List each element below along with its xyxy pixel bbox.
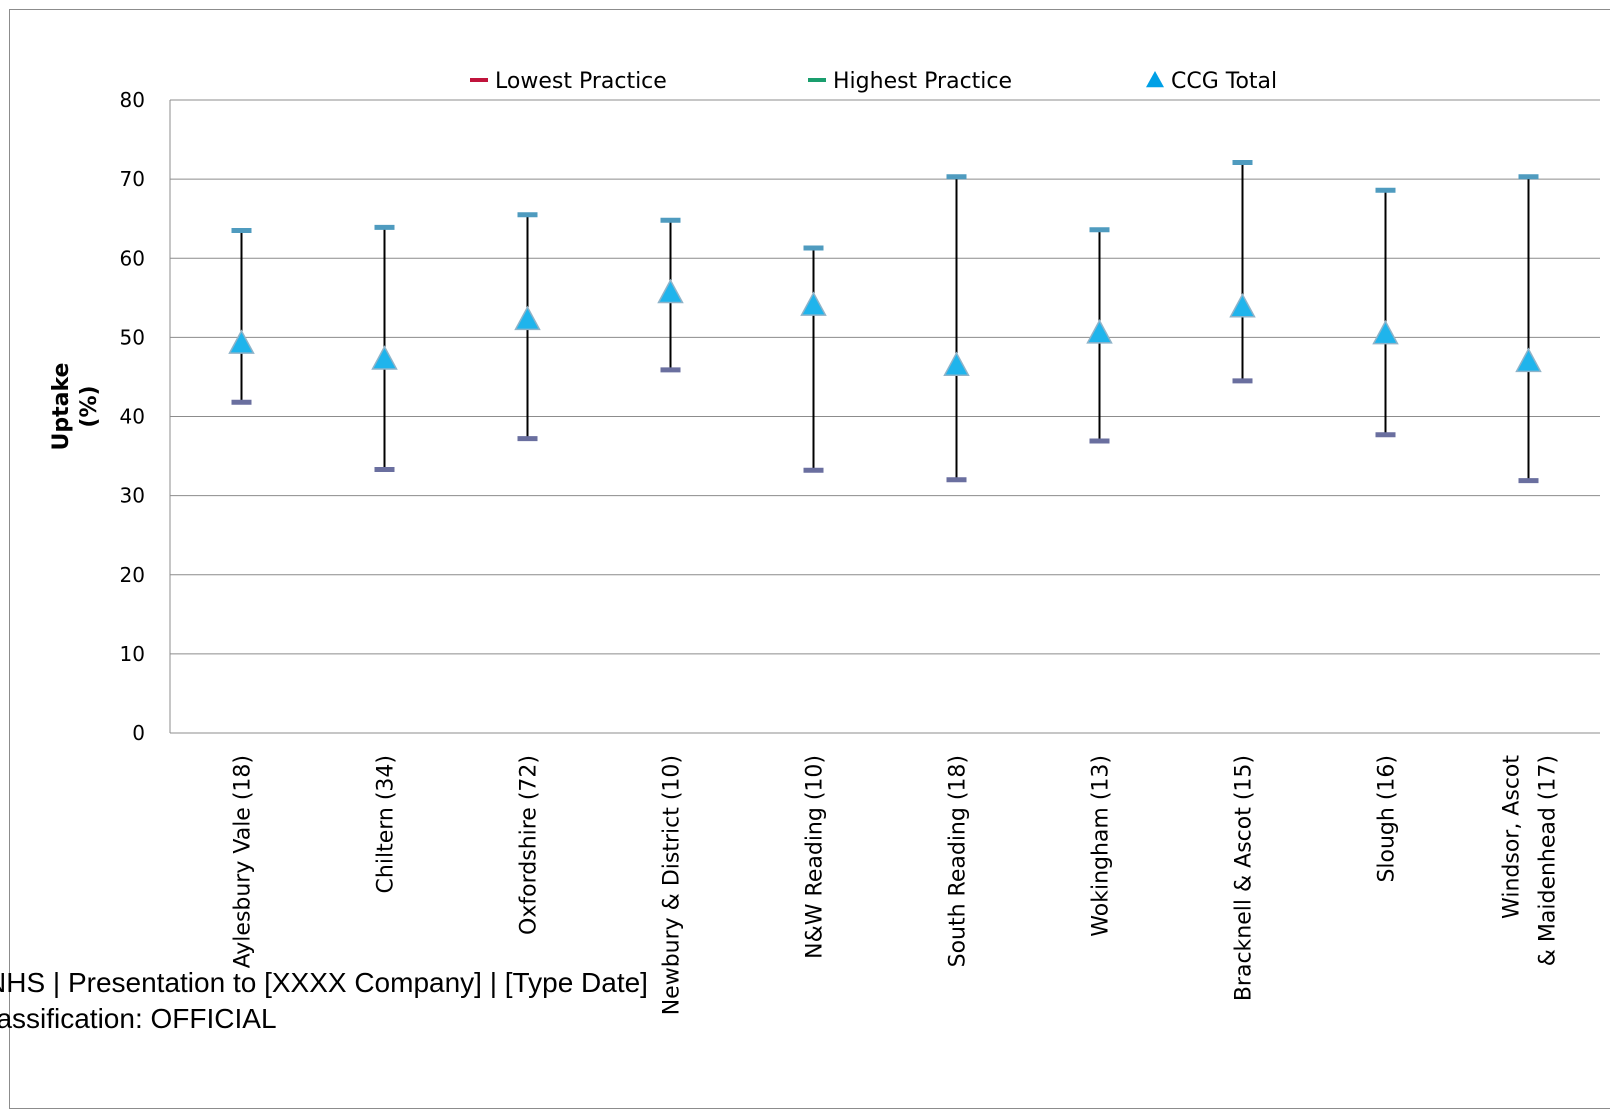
ccg-total-marker-0 <box>228 329 255 354</box>
ccg-total-marker-9 <box>1515 347 1542 373</box>
x-tick-label-line: Wokingham (13) <box>1089 755 1114 937</box>
y-axis-label-line: Uptake <box>49 363 74 451</box>
footer-classification-text: Classification: OFFICIAL <box>0 1003 277 1034</box>
x-tick-label-line: Oxfordshire (72) <box>517 755 542 935</box>
x-tick-label-8: Slough (16) <box>1375 755 1400 883</box>
ccg-total-marker-2 <box>514 305 541 331</box>
x-tick-label-line: Slough (16) <box>1375 755 1400 883</box>
x-tick-label-6: Wokingham (13) <box>1089 755 1114 937</box>
y-tick-label-0: 0 <box>132 721 145 745</box>
legend-label-1: Highest Practice <box>833 69 1012 94</box>
y-axis-label: Uptake (%) <box>49 363 102 451</box>
x-tick-label-1: Chiltern (34) <box>374 755 399 893</box>
x-tick-label-line: South Reading (18) <box>946 755 971 967</box>
ccg-total-marker-3 <box>657 278 684 304</box>
y-tick-label-10: 10 <box>120 642 145 666</box>
y-tick-label-70: 70 <box>120 167 145 191</box>
x-tick-label-line: Bracknell & Ascot (15) <box>1232 755 1257 1001</box>
y-tick-label-30: 30 <box>120 484 145 508</box>
y-tick-label-80: 80 <box>120 88 145 112</box>
x-tick-label-line: Aylesbury Vale (18) <box>231 755 256 968</box>
x-tick-label-line: Windsor, Ascot <box>1500 755 1525 919</box>
x-tick-label-5: South Reading (18) <box>946 755 971 967</box>
x-tick-label-9: Windsor, Ascot & Maidenhead (17) <box>1500 755 1561 967</box>
x-tick-label-4: N&W Reading (10) <box>803 755 828 959</box>
x-tick-label-line: Chiltern (34) <box>374 755 399 893</box>
x-tick-label-0: Aylesbury Vale (18) <box>231 755 256 968</box>
legend-label-2: CCG Total <box>1171 69 1277 94</box>
y-axis-label-line: (%) <box>77 385 102 427</box>
uptake-error-bar-chart: 0 10 20 30 40 50 60 70 80 Uptake (%) Aylesbury Vale… <box>49 69 1600 1015</box>
x-tick-label-3: Newbury & District (10) <box>660 755 685 1015</box>
ccg-total-marker-5 <box>943 351 970 377</box>
ccg-total-marker-4 <box>800 291 827 316</box>
ccg-total-marker-6 <box>1086 319 1113 344</box>
legend-marker-2 <box>1146 71 1164 88</box>
ccg-total-marker-8 <box>1372 319 1399 345</box>
y-tick-label-40: 40 <box>120 405 145 429</box>
y-tick-label-50: 50 <box>120 325 145 349</box>
x-tick-label-line: Newbury & District (10) <box>660 755 685 1015</box>
ccg-total-marker-1 <box>371 345 398 370</box>
x-tick-label-line: N&W Reading (10) <box>803 755 828 959</box>
y-tick-label-60: 60 <box>120 246 145 270</box>
legend-label-0: Lowest Practice <box>495 69 667 94</box>
x-tick-label-line: & Maidenhead (17) <box>1536 755 1561 966</box>
footer-presentation-text: NHS | Presentation to [XXXX Company] | [… <box>0 967 648 998</box>
x-tick-label-7: Bracknell & Ascot (15) <box>1232 755 1257 1001</box>
ccg-total-marker-7 <box>1229 292 1256 318</box>
y-tick-label-20: 20 <box>120 563 145 587</box>
x-tick-label-2: Oxfordshire (72) <box>517 755 542 935</box>
